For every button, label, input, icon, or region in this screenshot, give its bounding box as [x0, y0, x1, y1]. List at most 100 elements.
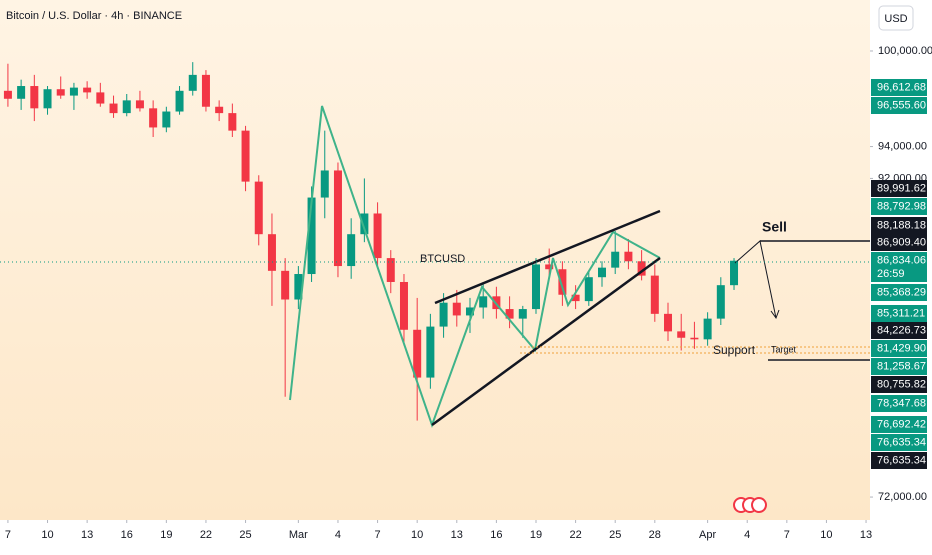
- price-label: 81,429.90: [877, 342, 926, 354]
- candle-body: [3, 90, 12, 99]
- candle-body: [571, 294, 580, 302]
- arrow: [734, 240, 777, 319]
- y-tick-label: 100,000.00: [878, 45, 932, 57]
- candle-body: [175, 90, 184, 112]
- x-tick-label: 22: [200, 529, 212, 541]
- countdown: 26:59: [877, 268, 905, 280]
- candle-body: [17, 86, 26, 99]
- candle-body: [664, 313, 673, 332]
- symbol-label: BTCUSD: [420, 253, 465, 265]
- price-label-box: [871, 252, 927, 282]
- y-tick-label: 94,000.00: [878, 140, 927, 152]
- price-label: 96,612.68: [877, 81, 926, 93]
- candle-body: [30, 86, 39, 109]
- candle-body: [730, 260, 739, 286]
- price-label: 88,188.18: [877, 219, 926, 231]
- price-label: 78,347.68: [877, 397, 926, 409]
- arrow-head: [770, 309, 780, 320]
- price-label-box: [871, 234, 927, 251]
- candle-body: [531, 264, 540, 310]
- x-tick-label: 16: [490, 529, 502, 541]
- candle-body: [598, 267, 607, 278]
- candle-body: [439, 302, 448, 327]
- event-icons[interactable]: [733, 497, 767, 513]
- currency[interactable]: USD: [884, 13, 907, 25]
- price-label: 84,226.73: [877, 324, 926, 336]
- candle-body: [56, 89, 65, 96]
- sell-label: Sell: [762, 219, 787, 235]
- x-tick-label: 13: [451, 529, 463, 541]
- candle-body: [584, 277, 593, 302]
- candle-body: [650, 275, 659, 314]
- price-label-box: [871, 322, 927, 339]
- candle-body: [122, 100, 131, 114]
- candle-body: [399, 281, 408, 330]
- candle-body: [294, 274, 303, 300]
- price-label-box: [871, 97, 927, 114]
- price-label: 80,755.82: [877, 378, 926, 390]
- x-tick-label: 7: [375, 529, 381, 541]
- candle-body: [360, 213, 369, 235]
- support-label: Support: [713, 343, 756, 357]
- candle-body: [703, 318, 712, 340]
- candle-body: [545, 264, 554, 270]
- price-label-box: [871, 434, 927, 451]
- price-label-box: [871, 416, 927, 433]
- wedge-lower: [431, 256, 661, 427]
- y-tick-label: 72,000.00: [878, 491, 927, 503]
- candle-body: [281, 270, 290, 300]
- candle-body: [426, 326, 435, 378]
- price-label-box: [871, 198, 927, 215]
- wedge-upper: [434, 209, 661, 305]
- candle-body: [690, 337, 699, 340]
- candle-body: [215, 106, 224, 114]
- target-label: Target: [771, 344, 797, 354]
- candle-body: [716, 285, 725, 319]
- price-label-box: [871, 284, 927, 301]
- candle-body: [479, 296, 488, 308]
- price-label: 76,635.34: [877, 436, 926, 448]
- candle-body: [624, 251, 633, 262]
- price-label-box: [871, 358, 927, 375]
- event-icon[interactable]: [751, 497, 767, 513]
- candle-body: [267, 234, 276, 271]
- price-label: 88,792.98: [877, 200, 926, 212]
- x-tick-label: 10: [820, 529, 832, 541]
- price-label: 86,909.40: [877, 236, 926, 248]
- x-tick-label: 28: [649, 529, 661, 541]
- price-label: 81,258.67: [877, 360, 926, 372]
- price-label-box: [871, 376, 927, 393]
- x-tick-label: 7: [784, 529, 790, 541]
- candle-body: [135, 100, 144, 109]
- x-tick-label: 4: [744, 529, 750, 541]
- candle-body: [452, 302, 461, 316]
- x-tick-label: 4: [335, 529, 341, 541]
- x-tick-label: 25: [609, 529, 621, 541]
- time-axis-background: [0, 520, 870, 550]
- x-tick-label: 13: [860, 529, 872, 541]
- price-label: 76,635.34: [877, 454, 926, 466]
- currency-button[interactable]: [878, 5, 914, 31]
- candle-body: [241, 130, 250, 182]
- candle-body: [505, 309, 514, 319]
- x-tick-label: 19: [160, 529, 172, 541]
- price-label-box: [871, 395, 927, 412]
- x-tick-label: Apr: [699, 529, 716, 541]
- plot-background: [0, 0, 870, 520]
- candle-body: [254, 181, 263, 235]
- price-label: 85,368.29: [877, 286, 926, 298]
- x-tick-label: 16: [121, 529, 133, 541]
- candle-body: [149, 108, 158, 128]
- candle-body: [201, 74, 210, 107]
- candle-body: [677, 331, 686, 338]
- candle-body: [228, 113, 237, 131]
- price-label-box: [871, 79, 927, 96]
- x-tick-label: 22: [569, 529, 581, 541]
- candle-body: [347, 234, 356, 267]
- candle-body: [465, 307, 474, 316]
- price-label: 96,555.60: [877, 99, 926, 111]
- candle-body: [109, 103, 118, 114]
- price-label-box: [871, 180, 927, 197]
- candle-body: [413, 329, 422, 378]
